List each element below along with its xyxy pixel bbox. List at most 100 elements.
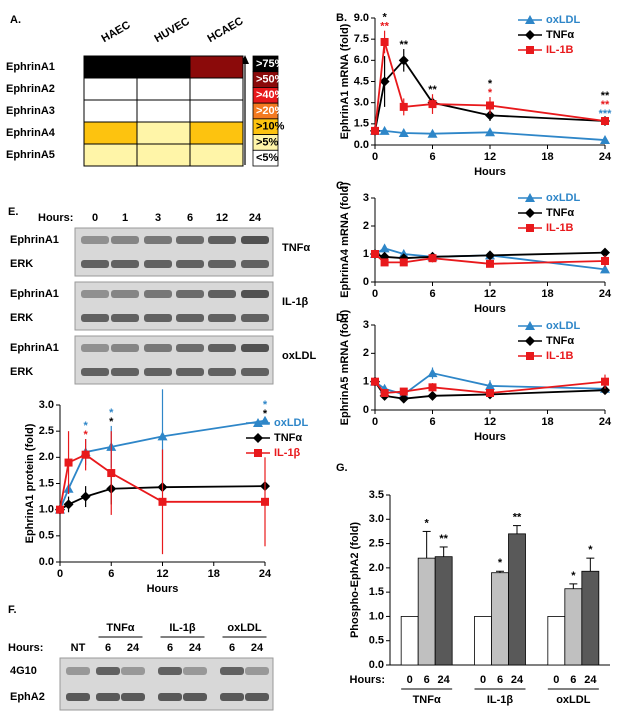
legend-marker [254, 449, 262, 457]
y-tick-label: 1 [363, 376, 369, 388]
y-tick-label: 2.0 [369, 562, 384, 574]
legend-marker [526, 352, 534, 360]
bar [491, 572, 509, 666]
legend-label: oxLDL [274, 417, 309, 429]
data-point [379, 125, 390, 135]
x-tick-label: 0 [372, 151, 378, 163]
blot-band [144, 314, 172, 322]
legend-label: IL-1β [274, 447, 301, 459]
blot-background [74, 227, 274, 277]
data-point [427, 368, 438, 378]
row-label: 4G10 [10, 665, 37, 677]
legend-label: IL-1B [546, 44, 574, 56]
significance: ** [399, 39, 408, 51]
heatmap-cell [189, 77, 244, 101]
data-point [601, 377, 609, 386]
blot-band [66, 667, 90, 675]
blot-band [144, 236, 172, 244]
x-tick-label: 24 [599, 288, 612, 300]
data-point [261, 497, 269, 506]
y-axis-title: EphrinA5 mRNA (fold) [339, 309, 351, 425]
blot-band [121, 667, 145, 675]
significance: * [83, 429, 88, 441]
y-tick-label: 1.5 [39, 477, 54, 489]
bar [474, 616, 492, 666]
x-tick-label: 0 [372, 288, 378, 300]
data-point [428, 254, 437, 263]
series-label: 6 [570, 674, 576, 686]
data-point [371, 250, 379, 258]
data-point [486, 389, 494, 397]
blot-band [111, 236, 139, 244]
blot-band [158, 667, 182, 675]
y-tick-label: 0.0 [39, 556, 54, 568]
significance: ** [428, 84, 437, 96]
blot-band [220, 693, 244, 701]
treatment-label: IL-1β [169, 622, 196, 634]
heatmap-cell [83, 99, 138, 123]
treatment-label: TNFα [106, 622, 134, 634]
bar [400, 616, 419, 666]
hours-label: Hours: [38, 212, 73, 224]
row-label: EphrinA4 [6, 127, 56, 139]
treatment-label: IL-1β [282, 296, 309, 308]
data-point [380, 389, 389, 397]
y-tick-label: 2 [363, 347, 369, 359]
lane-label: 6 [105, 642, 111, 654]
legend-label: TNFα [546, 207, 574, 219]
y-tick-label: 7.5 [354, 33, 369, 45]
series-line [374, 41, 606, 131]
scale-label: >10% [256, 121, 285, 133]
y-tick-label: 0.5 [369, 635, 384, 647]
y-tick-label: 1.5 [354, 118, 369, 130]
y-tick-label: 2.5 [39, 425, 54, 437]
significance: ** [513, 512, 522, 524]
heatmap-cell [136, 143, 191, 167]
x-tick-label: 24 [599, 151, 612, 163]
x-tick-label: 24 [599, 416, 612, 428]
blot-band [241, 260, 269, 268]
blot-band [241, 290, 269, 298]
data-point [64, 458, 73, 467]
data-point [601, 257, 609, 265]
data-point [600, 385, 610, 396]
lane-label: NT [71, 642, 86, 654]
y-tick-label: 4.5 [354, 75, 369, 87]
significance: * [498, 557, 503, 569]
y-tick-label: 3.0 [369, 513, 384, 525]
significance: ** [380, 21, 389, 33]
row-label: EphrinA2 [6, 83, 55, 95]
significance: * [109, 407, 114, 419]
blot-band [81, 236, 109, 244]
x-tick-label: 18 [208, 568, 220, 580]
blot-band [176, 260, 204, 268]
data-point [379, 76, 390, 87]
significance: ** [439, 533, 448, 545]
blot-band [176, 236, 204, 244]
blot-band [111, 314, 139, 322]
blot-band [111, 290, 139, 298]
blot-band [245, 667, 269, 675]
significance: * [109, 416, 114, 428]
treatment-label: oxLDL [227, 622, 262, 634]
row-label: EphA2 [10, 691, 45, 703]
blot-band [208, 290, 236, 298]
scale-label: >20% [256, 105, 285, 117]
lane-label: 3 [155, 212, 161, 224]
lane-label: 6 [167, 642, 173, 654]
data-point [398, 393, 409, 404]
legend-marker [525, 321, 535, 330]
blot-band [241, 314, 269, 322]
lane-label: 0 [92, 212, 98, 224]
heatmap-cell [136, 55, 191, 79]
data-point [380, 37, 389, 46]
legend-label: oxLDL [546, 14, 581, 26]
blot-band [176, 290, 204, 298]
x-tick-label: 18 [541, 151, 553, 163]
data-point [107, 469, 116, 478]
x-tick-label: 12 [484, 151, 496, 163]
blot-band [241, 344, 269, 352]
x-tick-label: 12 [484, 288, 496, 300]
bar [547, 616, 566, 666]
